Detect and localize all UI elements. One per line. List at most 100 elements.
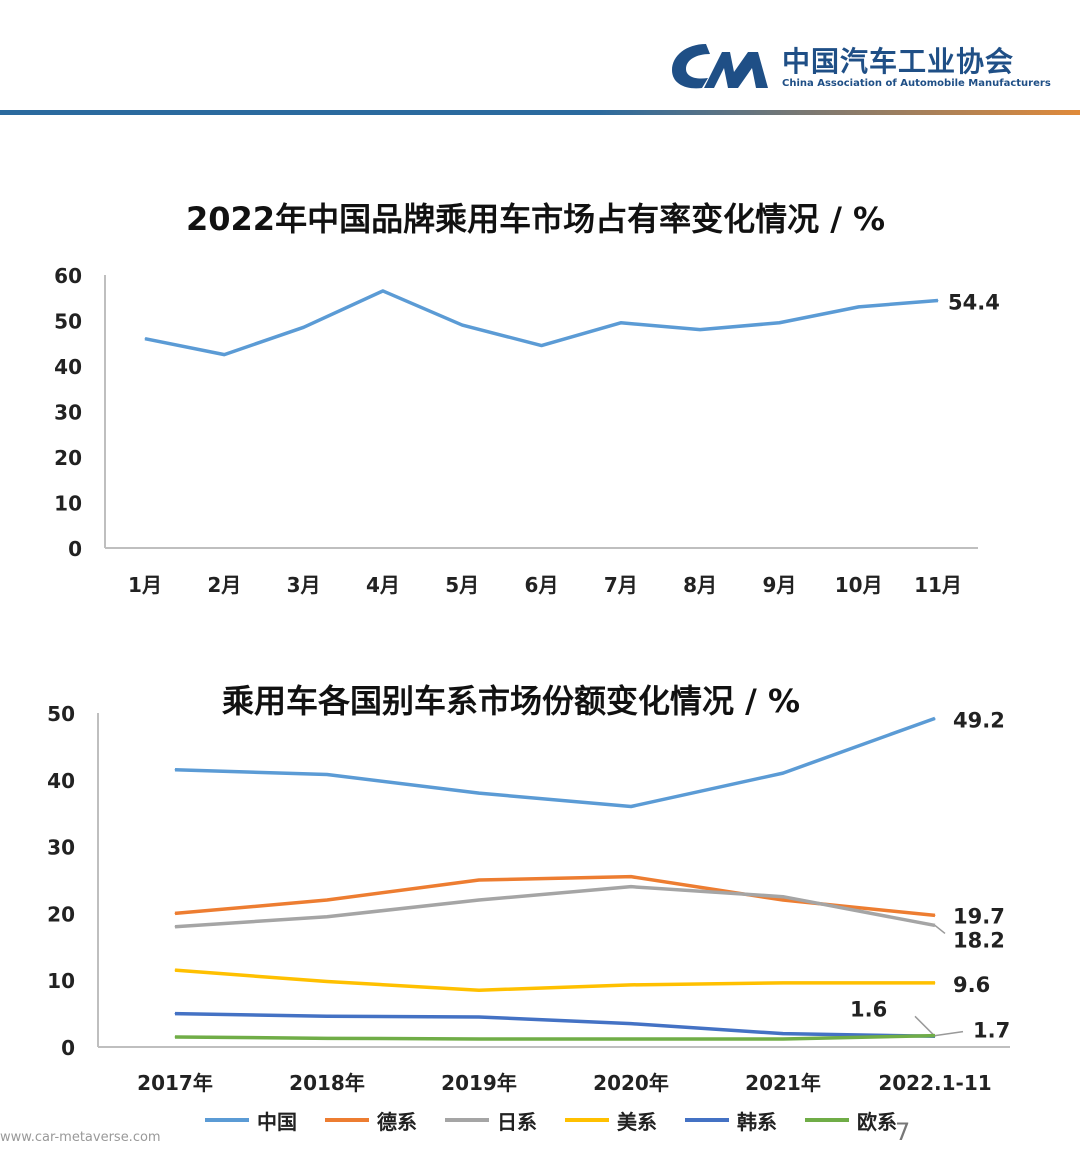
chart2-x-tick-label: 2018年 (289, 1071, 365, 1095)
chart2-end-label-china: 49.2 (953, 708, 1005, 732)
chart2-data-point-usa (478, 989, 480, 991)
caam-logo (672, 44, 768, 89)
chart1-y-tick-label: 0 (68, 537, 82, 561)
chart2-series-line-europe (174, 1033, 936, 1041)
header: 中国汽车工业协会 China Association of Automobile… (0, 0, 1080, 120)
chart2-y-tick-label: 10 (47, 969, 75, 993)
chart1-x-tick-label: 8月 (683, 573, 717, 597)
legend-item-korea: 韩系 (685, 1106, 777, 1135)
chart2-data-point-usa (934, 982, 936, 984)
chart1-data-point (541, 345, 542, 347)
chart2-data-point-usa (326, 981, 328, 983)
chart1-x-tick-label: 7月 (604, 573, 638, 597)
legend-label: 德系 (377, 1109, 417, 1134)
chart2-x-tick-label: 2019年 (441, 1071, 517, 1095)
legend-label: 欧系 (857, 1109, 897, 1134)
chart2-data-point-china (782, 772, 784, 774)
chart2-series-line-korea (174, 1011, 936, 1039)
chart2-data-point-korea (630, 1023, 632, 1025)
chart2-series-line-usa (174, 968, 935, 992)
chart2-y-tick-label: 20 (47, 902, 75, 926)
chart2-data-point-germany (478, 879, 480, 881)
legend-swatch (325, 1118, 369, 1122)
chart2-data-point-europe (478, 1038, 480, 1040)
chart2-data-point-usa (782, 982, 784, 984)
chart1-x-tick-label: 3月 (287, 573, 321, 597)
chart2-data-point-germany (630, 876, 632, 878)
chart1-end-label: 54.4 (948, 290, 1000, 314)
legend-swatch (805, 1118, 849, 1122)
legend-swatch (445, 1118, 489, 1122)
chart2-data-point-germany (782, 899, 784, 901)
chart2-series-line-japan (174, 884, 936, 929)
chart2-data-point-korea (478, 1016, 480, 1018)
watermark-text: www.car-metaverse.com (0, 1130, 161, 1145)
chart2-end-label-europe: 1.7 (973, 1019, 1010, 1043)
chart1-data-point (858, 306, 860, 308)
legend-swatch (685, 1118, 729, 1122)
chart1-x-tick-label: 1月 (128, 573, 162, 597)
chart1-y-tick-label: 10 (54, 492, 82, 516)
chart2-legend: 中国 德系 日系 美系 韩系 欧系 (205, 1105, 925, 1135)
legend-item-japan: 日系 (445, 1106, 537, 1135)
legend-item-germany: 德系 (325, 1106, 417, 1135)
chart2-data-point-europe (630, 1038, 632, 1040)
legend-item-usa: 美系 (565, 1106, 657, 1135)
chart1-data-point (778, 322, 780, 324)
chart1-x-tick-label: 9月 (762, 573, 796, 597)
chart1-data-point (382, 290, 384, 292)
page-number: 7 (895, 1118, 911, 1146)
chart2-data-point-germany (934, 914, 936, 916)
chart1-data-point (303, 326, 305, 328)
org-subtitle: China Association of Automobile Manufact… (782, 78, 1051, 89)
legend-label: 日系 (497, 1109, 537, 1134)
chart2-y-tick-label: 40 (47, 769, 75, 793)
chart1-y-tick-label: 20 (54, 446, 82, 470)
chart1-data-point (223, 354, 225, 356)
chart2-series-line-germany (174, 874, 936, 918)
chart2-end-label-korea: 1.6 (850, 997, 887, 1021)
chart1-data-point (144, 338, 146, 340)
legend-label: 韩系 (737, 1109, 777, 1134)
legend-label: 中国 (257, 1109, 297, 1134)
chart2-data-point-china (174, 769, 176, 771)
chart2-data-point-korea (174, 1013, 176, 1015)
chart2-y-tick-label: 30 (47, 836, 75, 860)
chart2-data-point-japan (174, 926, 176, 928)
legend-swatch (565, 1118, 609, 1122)
chart2-data-point-china (478, 792, 480, 794)
chart2-end-label-japan: 18.2 (953, 928, 1005, 952)
chart2-x-tick-label: 2020年 (593, 1071, 669, 1095)
chart1-data-point (937, 299, 939, 301)
chart1-x-tick-label: 5月 (445, 573, 479, 597)
chart2-label-leader (934, 1030, 964, 1037)
legend-label: 美系 (617, 1109, 657, 1134)
chart2-data-point-germany (326, 899, 328, 901)
chart2-data-point-japan (630, 886, 632, 888)
chart1-market-share-2022: 0 10 20 30 40 50 60 1月 2月 3月 4月 5月 6月 7月 8月 9月 10月 11月 54.… (54, 264, 1000, 597)
chart2-title: 乘用车各国别车系市场份额变化情况 / % (222, 682, 801, 720)
chart1-x-tick-label: 4月 (366, 573, 400, 597)
chart1-y-tick-label: 40 (54, 355, 82, 379)
chart2-x-tick-label: 2021年 (745, 1071, 821, 1095)
chart2-data-point-korea (782, 1033, 784, 1035)
chart1-data-point (461, 324, 463, 326)
chart2-x-tick-label: 2017年 (137, 1071, 213, 1095)
chart1-y-tick-label: 30 (54, 401, 82, 425)
chart2-data-point-japan (782, 896, 784, 898)
chart2-y-tick-label: 0 (61, 1036, 75, 1060)
chart1-x-tick-label: 6月 (525, 573, 559, 597)
chart1-y-tick-label: 60 (54, 264, 82, 288)
chart2-data-point-china (630, 806, 632, 808)
chart2-data-point-europe (782, 1038, 784, 1040)
chart2-data-point-japan (478, 899, 480, 901)
chart2-data-point-europe (174, 1036, 176, 1038)
chart2-x-tick-label: 2022.1-11 (878, 1071, 991, 1095)
chart1-x-tick-label: 10月 (835, 573, 883, 597)
legend-item-china: 中国 (205, 1106, 297, 1135)
chart1-title: 2022年中国品牌乘用车市场占有率变化情况 / % (186, 200, 886, 238)
header-divider (0, 110, 1080, 115)
chart1-y-tick-label: 50 (54, 310, 82, 334)
legend-swatch (205, 1118, 249, 1122)
